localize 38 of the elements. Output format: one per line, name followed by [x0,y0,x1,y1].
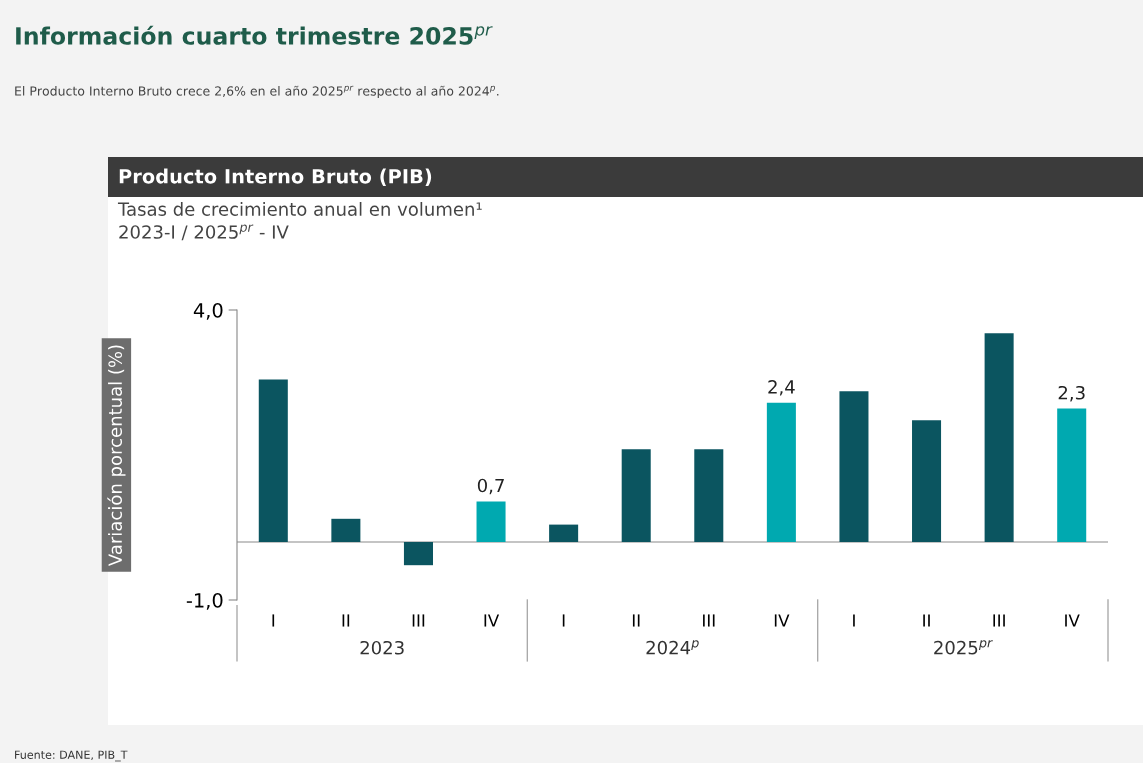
x-tick-label: IV [1065,614,1080,627]
y-axis-title: Variación porcentual (%) [107,345,126,566]
x-tick-label: III [993,614,1005,627]
x-tick-label: III [412,614,425,627]
text: 2025$^{pr}$ [934,640,993,655]
y-tick-label: -1,0 [186,592,223,610]
bar [549,524,579,542]
x-tick-label: III [703,614,715,627]
text: Información cuarto trimestre 2025$^{pr}$ [16,25,493,45]
x-tick-label: I [562,614,565,627]
bar [621,449,651,542]
text: 2023 [360,640,404,655]
text: El Producto Interno Bruto crece 2,6% en el año 2025$^{pr}$ respecto al año 2024$^{p}$. [15,85,499,99]
data-label: 2,4 [768,380,795,396]
chart-title: Producto Interno Bruto (PIB) [119,168,432,186]
bar [403,542,433,566]
bar [984,333,1014,542]
bar [912,420,942,542]
x-tick-label: I [272,614,275,627]
bar [766,402,796,542]
data-label: 0,7 [477,478,504,495]
data-label: 2,3 [1058,385,1085,402]
chart-subtitle: Tasas de crecimiento anual en volumen¹ 2023-I / 2025$^{pr}$ - IV [117,202,482,241]
bar [839,391,869,542]
x-tick-label: I [853,614,855,627]
text: 2024$^{p}$ [646,640,699,655]
y-tick-label: 4,0 [193,302,223,320]
x-tick-label: IV [774,614,790,627]
x-tick-label: II [342,614,350,627]
source-note: Fuente: DANE, PIB_T [15,750,128,762]
bar [331,518,361,542]
bar [1057,408,1087,542]
bar [476,501,506,542]
bar [258,379,288,542]
x-tick-label: II [632,614,640,627]
x-tick-label: IV [484,614,500,627]
x-tick-label: II [923,614,930,627]
bar [694,449,724,542]
